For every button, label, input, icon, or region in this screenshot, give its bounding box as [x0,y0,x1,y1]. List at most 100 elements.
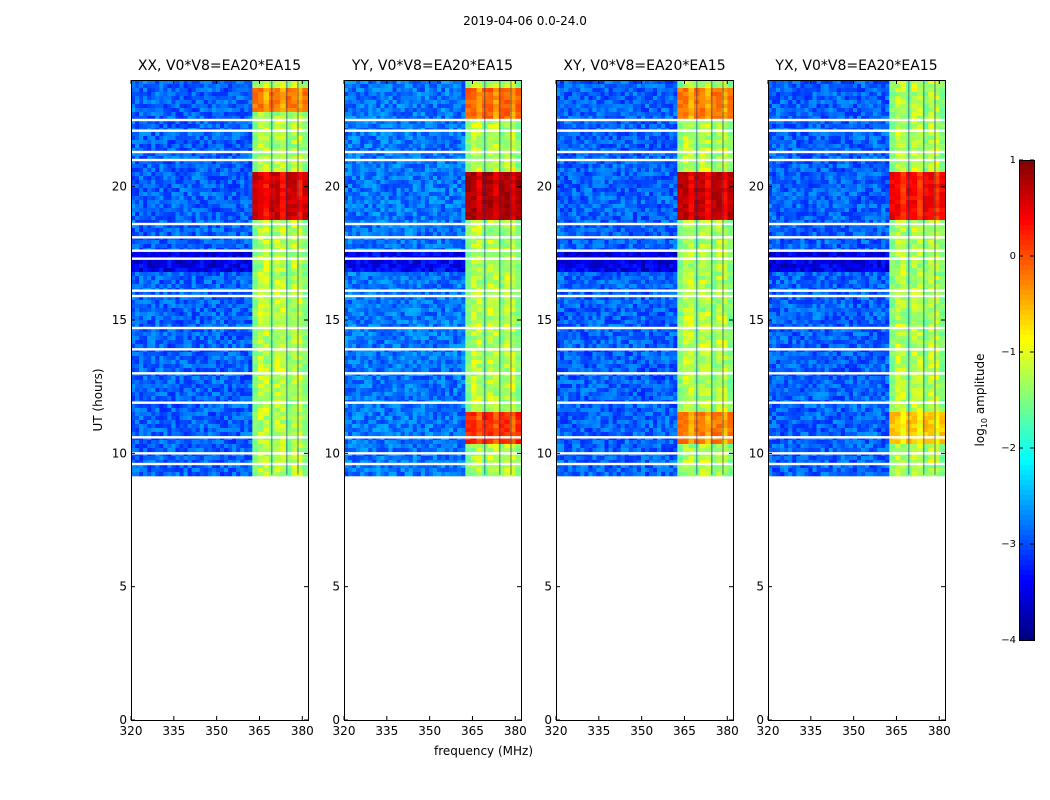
heatmap-cell [219,116,225,121]
heatmap-cell [232,424,237,429]
heatmap-cell [207,356,213,361]
heatmap-cell [159,260,164,265]
heatmap-cell [159,300,164,305]
heatmap-cell [356,168,361,173]
heatmap-cell [135,80,140,85]
heatmap-cell [257,164,264,169]
heatmap-cell [388,156,393,161]
heatmap-cell [360,164,365,169]
heatmap-cell [131,176,136,181]
heatmap-cell [183,232,188,237]
heatmap-cell [244,316,249,321]
heatmap-cell [236,264,241,269]
heatmap-cell [215,124,221,129]
heatmap-cell [203,212,209,217]
heatmap-cell [199,140,205,145]
heatmap-cell [163,120,168,125]
heatmap-cell [248,360,253,365]
heatmap-cell [280,200,287,205]
heatmap-cell [224,188,229,193]
heatmap-cell [203,284,209,289]
heatmap-cell [195,80,201,85]
heatmap-cell [215,184,221,189]
heatmap-cell [147,320,152,325]
heatmap-cell [159,360,164,365]
heatmap-cell [135,228,140,233]
heatmap-cell [296,172,303,177]
heatmap-cell [175,244,180,249]
heatmap-cell [147,428,152,433]
heatmap-cell [207,156,213,161]
heatmap-cell [224,124,229,129]
heatmap-cell [296,88,303,93]
heatmap-cell [163,244,168,249]
heatmap-cell [509,156,516,161]
heatmap-cell [207,392,213,397]
heatmap-cell [285,168,292,173]
heatmap-cell [408,92,414,97]
heatmap-cell [215,308,221,313]
heatmap-cell [352,168,357,173]
heatmap-cell [420,172,426,177]
heatmap-cell [171,140,176,145]
heatmap-cell [280,240,287,245]
heatmap-cell [143,180,148,185]
heatmap-cell [296,448,303,453]
heatmap-cell [285,360,292,365]
heatmap-cell [296,296,303,301]
heatmap-cell [191,208,197,213]
heatmap-cell [404,148,410,153]
heatmap-cell [131,296,136,301]
heatmap-cell [175,120,180,125]
heatmap-cell [151,140,156,145]
heatmap-cell [244,152,249,157]
heatmap-cell [147,176,152,181]
heatmap-cell [155,92,160,97]
heatmap-cell [274,380,281,385]
heatmap-cell [232,428,237,433]
heatmap-cell [224,356,229,361]
heatmap-cell [248,464,253,469]
heatmap-cell [257,380,264,385]
heatmap-cell [135,324,140,329]
heatmap-cell [248,408,253,413]
heatmap-cell [257,292,264,297]
heatmap-cell [211,304,217,309]
heatmap-cell [232,376,237,381]
heatmap-cell [228,308,233,313]
heatmap-cell [151,424,156,429]
heatmap-cell [187,292,192,297]
heatmap-cell [360,136,365,141]
heatmap-cell [139,92,144,97]
heatmap-cell [232,440,237,445]
heatmap-cell [199,392,205,397]
heatmap-cell [412,116,418,121]
heatmap-cell [179,188,184,193]
heatmap-cell [187,220,192,225]
heatmap-cell [171,196,176,201]
heatmap-cell [207,152,213,157]
heatmap-cell [147,200,152,205]
heatmap-cell [252,396,259,401]
heatmap-cell [291,92,298,97]
heatmap-cell [252,460,259,465]
heatmap-cell [348,124,353,129]
heatmap-cell [199,292,205,297]
heatmap-cell [211,276,217,281]
heatmap-cell [441,100,446,105]
heatmap-cell [187,208,192,213]
heatmap-cell [175,220,180,225]
heatmap-cell [171,156,176,161]
heatmap-cell [285,380,292,385]
heatmap-cell [302,356,309,361]
heatmap-cell [302,212,309,217]
heatmap-cell [211,132,217,137]
heatmap-cell [175,340,180,345]
heatmap-cell [457,136,462,141]
heatmap-cell [441,112,446,117]
heatmap-cell [167,360,172,365]
heatmap-cell [248,392,253,397]
heatmap-cell [183,108,188,113]
heatmap-cell [291,448,298,453]
heatmap-cell [437,88,442,93]
